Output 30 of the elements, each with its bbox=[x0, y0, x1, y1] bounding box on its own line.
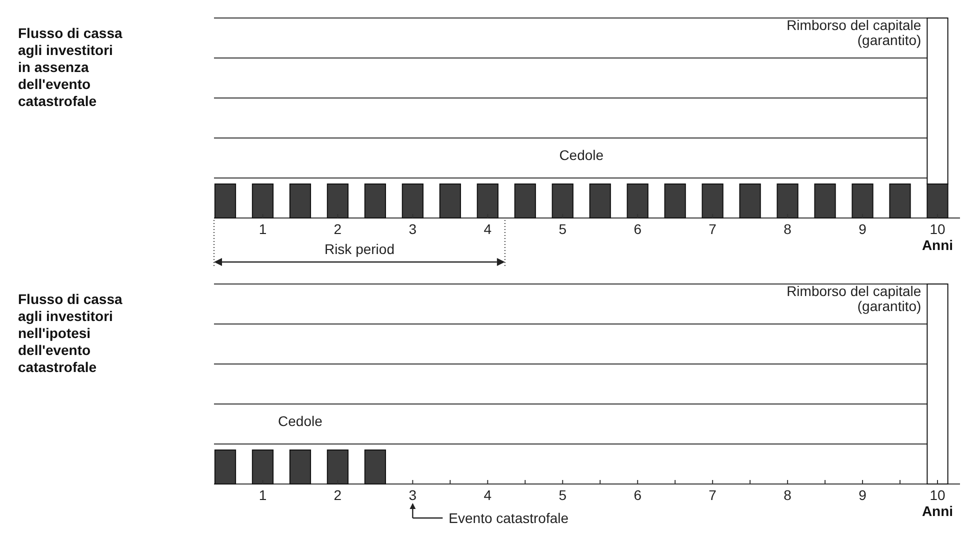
x-tick-label: 9 bbox=[858, 487, 867, 503]
text: Evento catastrofale bbox=[448, 510, 569, 526]
x-tick-label: 1 bbox=[258, 221, 267, 237]
x-tick-label: 2 bbox=[334, 221, 342, 237]
y-axis-title: Flusso di cassa agli investitori nell'ipotesi dell'evento catastrofale bbox=[18, 291, 122, 375]
x-axis-title: Anni bbox=[922, 237, 954, 253]
x-tick-label: 5 bbox=[558, 221, 567, 237]
x-tick-label: 7 bbox=[708, 221, 717, 237]
series-label: Rimborso del capitale (garantito) bbox=[786, 283, 922, 314]
series-label: Cedole bbox=[278, 413, 323, 429]
x-tick-label: 8 bbox=[784, 221, 792, 237]
x-tick-label: 4 bbox=[484, 487, 492, 503]
y-axis-title: Flusso di cassa agli investitori in assenza dell'evento catastrofale bbox=[18, 25, 122, 109]
x-tick-label: 10 bbox=[930, 487, 946, 503]
x-tick-label: 7 bbox=[708, 487, 717, 503]
x-tick-label: 8 bbox=[784, 487, 792, 503]
series-label: Cedole bbox=[559, 147, 604, 163]
x-tick-label: 3 bbox=[408, 221, 417, 237]
x-tick-label: 1 bbox=[258, 487, 267, 503]
x-tick-label: 10 bbox=[930, 221, 946, 237]
x-tick-label: 6 bbox=[634, 487, 642, 503]
x-tick-label: 3 bbox=[408, 487, 417, 503]
series-label: Rimborso del capitale (garantito) bbox=[786, 17, 922, 48]
text: Risk period bbox=[324, 241, 394, 257]
x-axis-title: Anni bbox=[922, 503, 954, 519]
x-tick-label: 6 bbox=[634, 221, 642, 237]
x-tick-label: 5 bbox=[558, 487, 567, 503]
x-tick-label: 4 bbox=[484, 221, 492, 237]
x-tick-label: 2 bbox=[334, 487, 342, 503]
x-tick-label: 9 bbox=[858, 221, 867, 237]
